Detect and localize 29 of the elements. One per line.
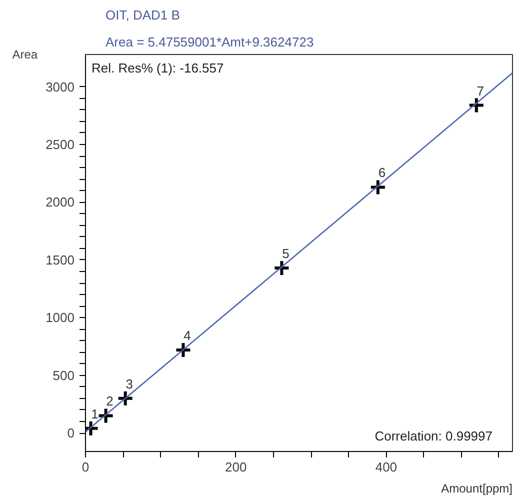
y-tick-label: 500 bbox=[52, 368, 75, 383]
annotation: 6 bbox=[378, 165, 386, 180]
point bbox=[174, 341, 192, 358]
chart-subtitle: Area = 5.47559001*Amt+9.3624723 bbox=[106, 34, 314, 50]
point bbox=[116, 390, 134, 407]
point bbox=[369, 178, 386, 196]
annotation: 3 bbox=[126, 376, 133, 392]
point bbox=[468, 96, 485, 114]
annotation: 1 bbox=[91, 406, 98, 422]
y-tick-label: 1500 bbox=[46, 252, 74, 268]
y-axis-title: Area bbox=[12, 48, 38, 62]
annotation: 4 bbox=[184, 328, 191, 343]
chart-title: OIT, DAD1 B bbox=[106, 8, 180, 22]
y-tick-label: 2000 bbox=[46, 194, 74, 210]
x-tick-label: 0 bbox=[82, 460, 90, 474]
x-axis-title: Amount[ppm] bbox=[441, 482, 513, 496]
x-tick-label: 400 bbox=[375, 460, 398, 474]
point bbox=[273, 260, 290, 277]
annotation: Correlation: 0.99997 bbox=[374, 428, 493, 444]
annotation: 7 bbox=[476, 83, 484, 98]
y-tick-label: 0 bbox=[67, 426, 75, 441]
y-tick-label: 1000 bbox=[46, 310, 74, 326]
y-tick-label: 2500 bbox=[46, 137, 74, 152]
x-tick-label: 200 bbox=[225, 460, 247, 474]
annotation: 5 bbox=[282, 246, 290, 262]
y-tick-label: 3000 bbox=[46, 79, 74, 94]
point bbox=[97, 407, 114, 424]
annotation: 2 bbox=[106, 394, 114, 409]
annotation: Rel. Res% (1): -16.557 bbox=[92, 60, 224, 76]
